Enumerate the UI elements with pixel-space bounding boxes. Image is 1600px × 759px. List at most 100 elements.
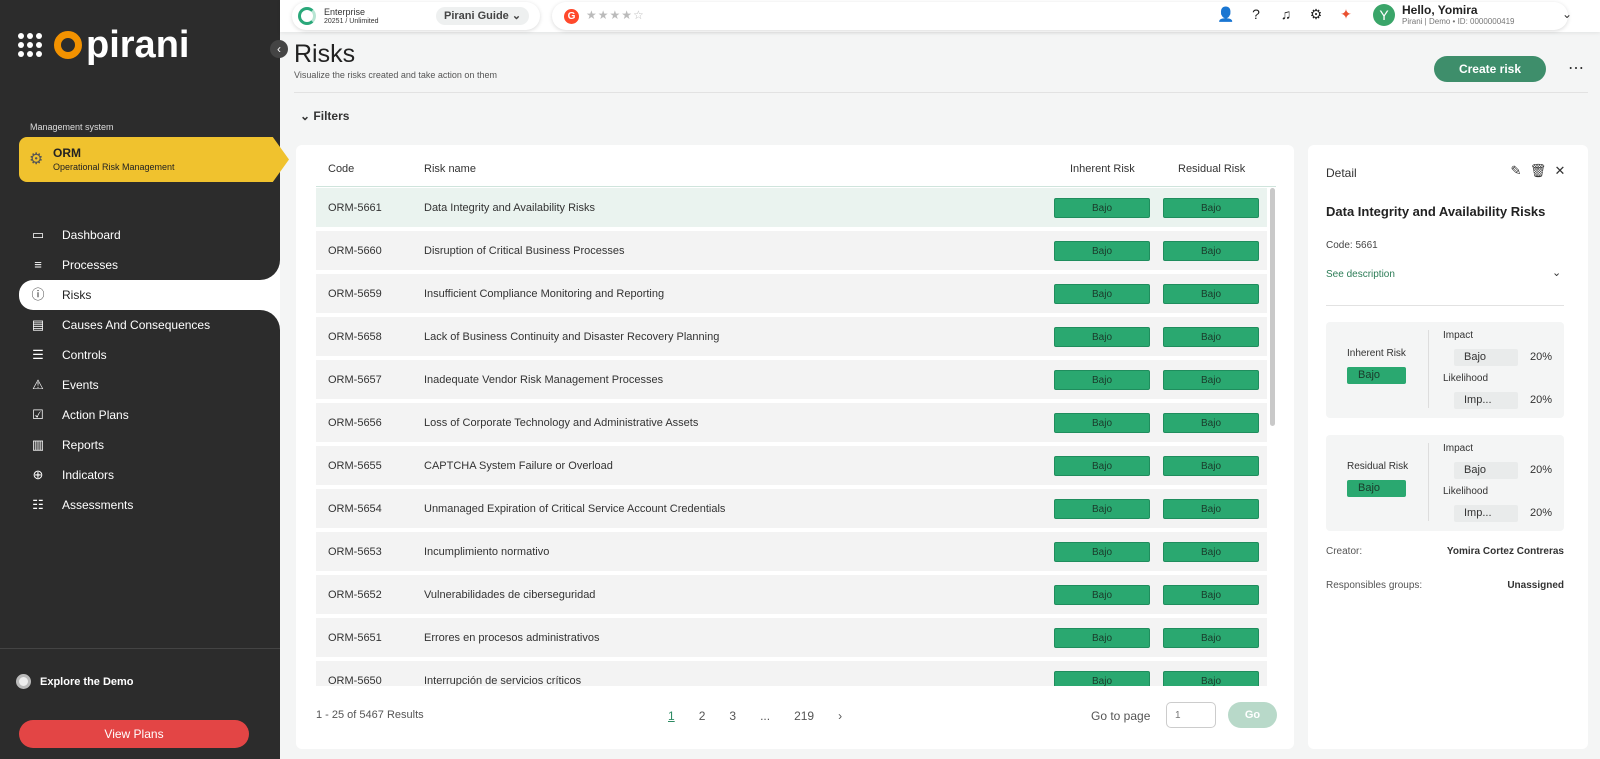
sidebar-item-reports[interactable]: ▥ Reports <box>0 430 280 460</box>
add-user-icon[interactable]: 👤 <box>1217 6 1235 22</box>
chevron-down-icon[interactable]: ⌄ <box>1552 267 1562 279</box>
page-link[interactable]: 219 <box>794 709 815 723</box>
table-row[interactable]: ORM-5656 Loss of Corporate Technology and… <box>316 403 1267 442</box>
rating-stars[interactable]: ★★★★☆ <box>586 8 645 22</box>
orm-title: ORM <box>53 146 81 160</box>
plan-usage: 20251 / Unlimited <box>324 18 379 25</box>
nav-corner <box>260 256 280 280</box>
risk-name: Interrupción de servicios críticos <box>424 675 582 686</box>
inherent-risk-badge: Bajo <box>1054 241 1150 261</box>
impact-percent: 20% <box>1530 464 1553 476</box>
inherent-risk-badge: Bajo <box>1054 585 1150 605</box>
table-row[interactable]: ORM-5658 Lack of Business Continuity and … <box>316 317 1267 356</box>
header-divider <box>294 92 1588 93</box>
residual-risk-badge: Bajo <box>1163 671 1259 686</box>
table-row[interactable]: ORM-5661 Data Integrity and Availability … <box>316 188 1267 227</box>
pirani-guide-dropdown[interactable]: Pirani Guide ⌄ <box>436 7 530 25</box>
chevron-right-icon[interactable]: › <box>838 709 843 723</box>
page-subtitle: Visualize the risks created and take act… <box>294 70 497 80</box>
table-row[interactable]: ORM-5659 Insufficient Compliance Monitori… <box>316 274 1267 313</box>
table-row[interactable]: ORM-5654 Unmanaged Expiration of Critical… <box>316 489 1267 528</box>
creator-value: Yomira Cortez Contreras <box>1446 546 1564 557</box>
table-row[interactable]: ORM-5653 Incumplimiento normativo Bajo Bajo <box>316 532 1267 571</box>
column-header-residual-risk[interactable]: Residual Risk <box>1178 163 1246 175</box>
column-header-inherent-risk[interactable]: Inherent Risk <box>1070 163 1135 175</box>
sidebar-item-label: Risks <box>62 288 92 302</box>
column-header-risk-name[interactable]: Risk name <box>424 163 476 175</box>
go-button[interactable]: Go <box>1228 702 1277 728</box>
page-link[interactable]: 2 <box>698 709 706 723</box>
edit-icon[interactable]: ✎ <box>1510 163 1522 178</box>
close-icon[interactable]: ✕ <box>1554 163 1566 178</box>
user-greeting[interactable]: Hello, Yomira <box>1402 3 1478 17</box>
nav-corner <box>260 310 280 334</box>
logo[interactable]: pirani <box>18 26 189 64</box>
risk-name: Data Integrity and Availability Risks <box>424 202 595 214</box>
chevron-down-icon: ⌄ <box>511 10 522 22</box>
filters-label: Filters <box>313 109 350 123</box>
sidebar: pirani Management system ⚙ ORM Operation… <box>0 0 289 759</box>
detail-label: Detail <box>1326 166 1357 180</box>
risk-code: ORM-5656 <box>328 417 382 429</box>
risk-name: Lack of Business Continuity and Disaster… <box>424 331 720 343</box>
create-risk-button[interactable]: Create risk <box>1434 56 1546 82</box>
impact-percent: 20% <box>1530 351 1553 363</box>
explore-demo-link[interactable]: Explore the Demo <box>16 674 134 689</box>
sidebar-item-dashboard[interactable]: ▭ Dashboard <box>0 220 280 250</box>
view-plans-button[interactable]: View Plans <box>19 720 249 748</box>
table-row[interactable]: ORM-5660 Disruption of Critical Business … <box>316 231 1267 270</box>
likelihood-percent: 20% <box>1530 394 1553 406</box>
user-details: Pirani | Demo • ID: 0000000419 <box>1402 17 1515 26</box>
see-description-link[interactable]: See description <box>1326 269 1395 280</box>
table-row[interactable]: ORM-5650 Interrupción de servicios crític… <box>316 661 1267 686</box>
responsibles-groups-value: Unassigned <box>1507 580 1564 591</box>
sidebar-item-action-plans[interactable]: ☑ Action Plans <box>0 400 280 430</box>
help-icon[interactable]: ? <box>1252 6 1260 22</box>
table-row[interactable]: ORM-5651 Errores en procesos administrati… <box>316 618 1267 657</box>
settings-icon[interactable]: ⚙ <box>1309 6 1323 22</box>
residual-risk-badge: Bajo <box>1163 198 1259 218</box>
rating-bar[interactable]: G ★★★★☆ <box>552 2 1568 30</box>
risk-name: Inadequate Vendor Risk Management Proces… <box>424 374 664 386</box>
more-options-icon[interactable]: ⋯ <box>1568 60 1584 77</box>
sparkle-icon[interactable]: ✦ <box>1340 6 1352 22</box>
go-to-page-input[interactable] <box>1166 702 1216 728</box>
chevron-down-icon[interactable]: ⌄ <box>1562 7 1573 21</box>
table-scrollbar[interactable] <box>1270 188 1275 426</box>
residual-risk-badge: Bajo <box>1163 499 1259 519</box>
filters-toggle[interactable]: ⌄ Filters <box>300 109 349 123</box>
sidebar-item-indicators[interactable]: ⊕ Indicators <box>0 460 280 490</box>
trash-icon[interactable]: 🗑 <box>1529 163 1547 178</box>
orm-system-selector[interactable]: ⚙ ORM Operational Risk Management <box>19 137 289 182</box>
page-link[interactable]: 1 <box>668 709 675 723</box>
warning-icon: ⚠ <box>32 377 44 392</box>
bell-icon[interactable]: ♫ <box>1280 6 1292 22</box>
avatar[interactable]: Y <box>1373 4 1395 26</box>
plan-pill[interactable]: Enterprise 20251 / Unlimited Pirani Guid… <box>292 2 540 30</box>
sidebar-item-processes[interactable]: ≡ Processes <box>0 250 280 280</box>
sidebar-item-risks[interactable]: ⓘ Risks <box>19 280 280 310</box>
crosshair-icon: ⊕ <box>32 467 44 482</box>
sidebar-item-label: Events <box>62 378 99 392</box>
sidebar-item-events[interactable]: ⚠ Events <box>0 370 280 400</box>
sidebar-item-label: Dashboard <box>62 228 121 242</box>
sidebar-item-controls[interactable]: ☰ Controls <box>0 340 280 370</box>
page-link[interactable]: 3 <box>729 709 737 723</box>
sidebar-item-causes-and-consequences[interactable]: ▤ Causes And Consequences <box>0 310 280 340</box>
table-body: ORM-5661 Data Integrity and Availability … <box>316 188 1267 686</box>
column-header-code[interactable]: Code <box>328 163 355 175</box>
risk-name: Errores en procesos administrativos <box>424 632 600 644</box>
sidebar-item-assessments[interactable]: ☷ Assessments <box>0 490 280 520</box>
apps-grid-icon[interactable] <box>18 33 42 57</box>
risk-name: CAPTCHA System Failure or Overload <box>424 460 613 472</box>
inherent-risk-box: Inherent Risk Bajo Impact Bajo 20% Likel… <box>1326 322 1564 418</box>
detail-title: Data Integrity and Availability Risks <box>1326 204 1546 219</box>
responsibles-groups-label: Responsibles groups: <box>1326 580 1423 591</box>
inherent-risk-badge: Bajo <box>1054 327 1150 347</box>
risk-code: ORM-5653 <box>328 546 382 558</box>
residual-risk-badge: Bajo <box>1163 456 1259 476</box>
table-row[interactable]: ORM-5655 CAPTCHA System Failure or Overlo… <box>316 446 1267 485</box>
collapse-sidebar-button[interactable]: ‹ <box>270 40 288 58</box>
table-row[interactable]: ORM-5652 Vulnerabilidades de cibersegurid… <box>316 575 1267 614</box>
table-row[interactable]: ORM-5657 Inadequate Vendor Risk Managemen… <box>316 360 1267 399</box>
